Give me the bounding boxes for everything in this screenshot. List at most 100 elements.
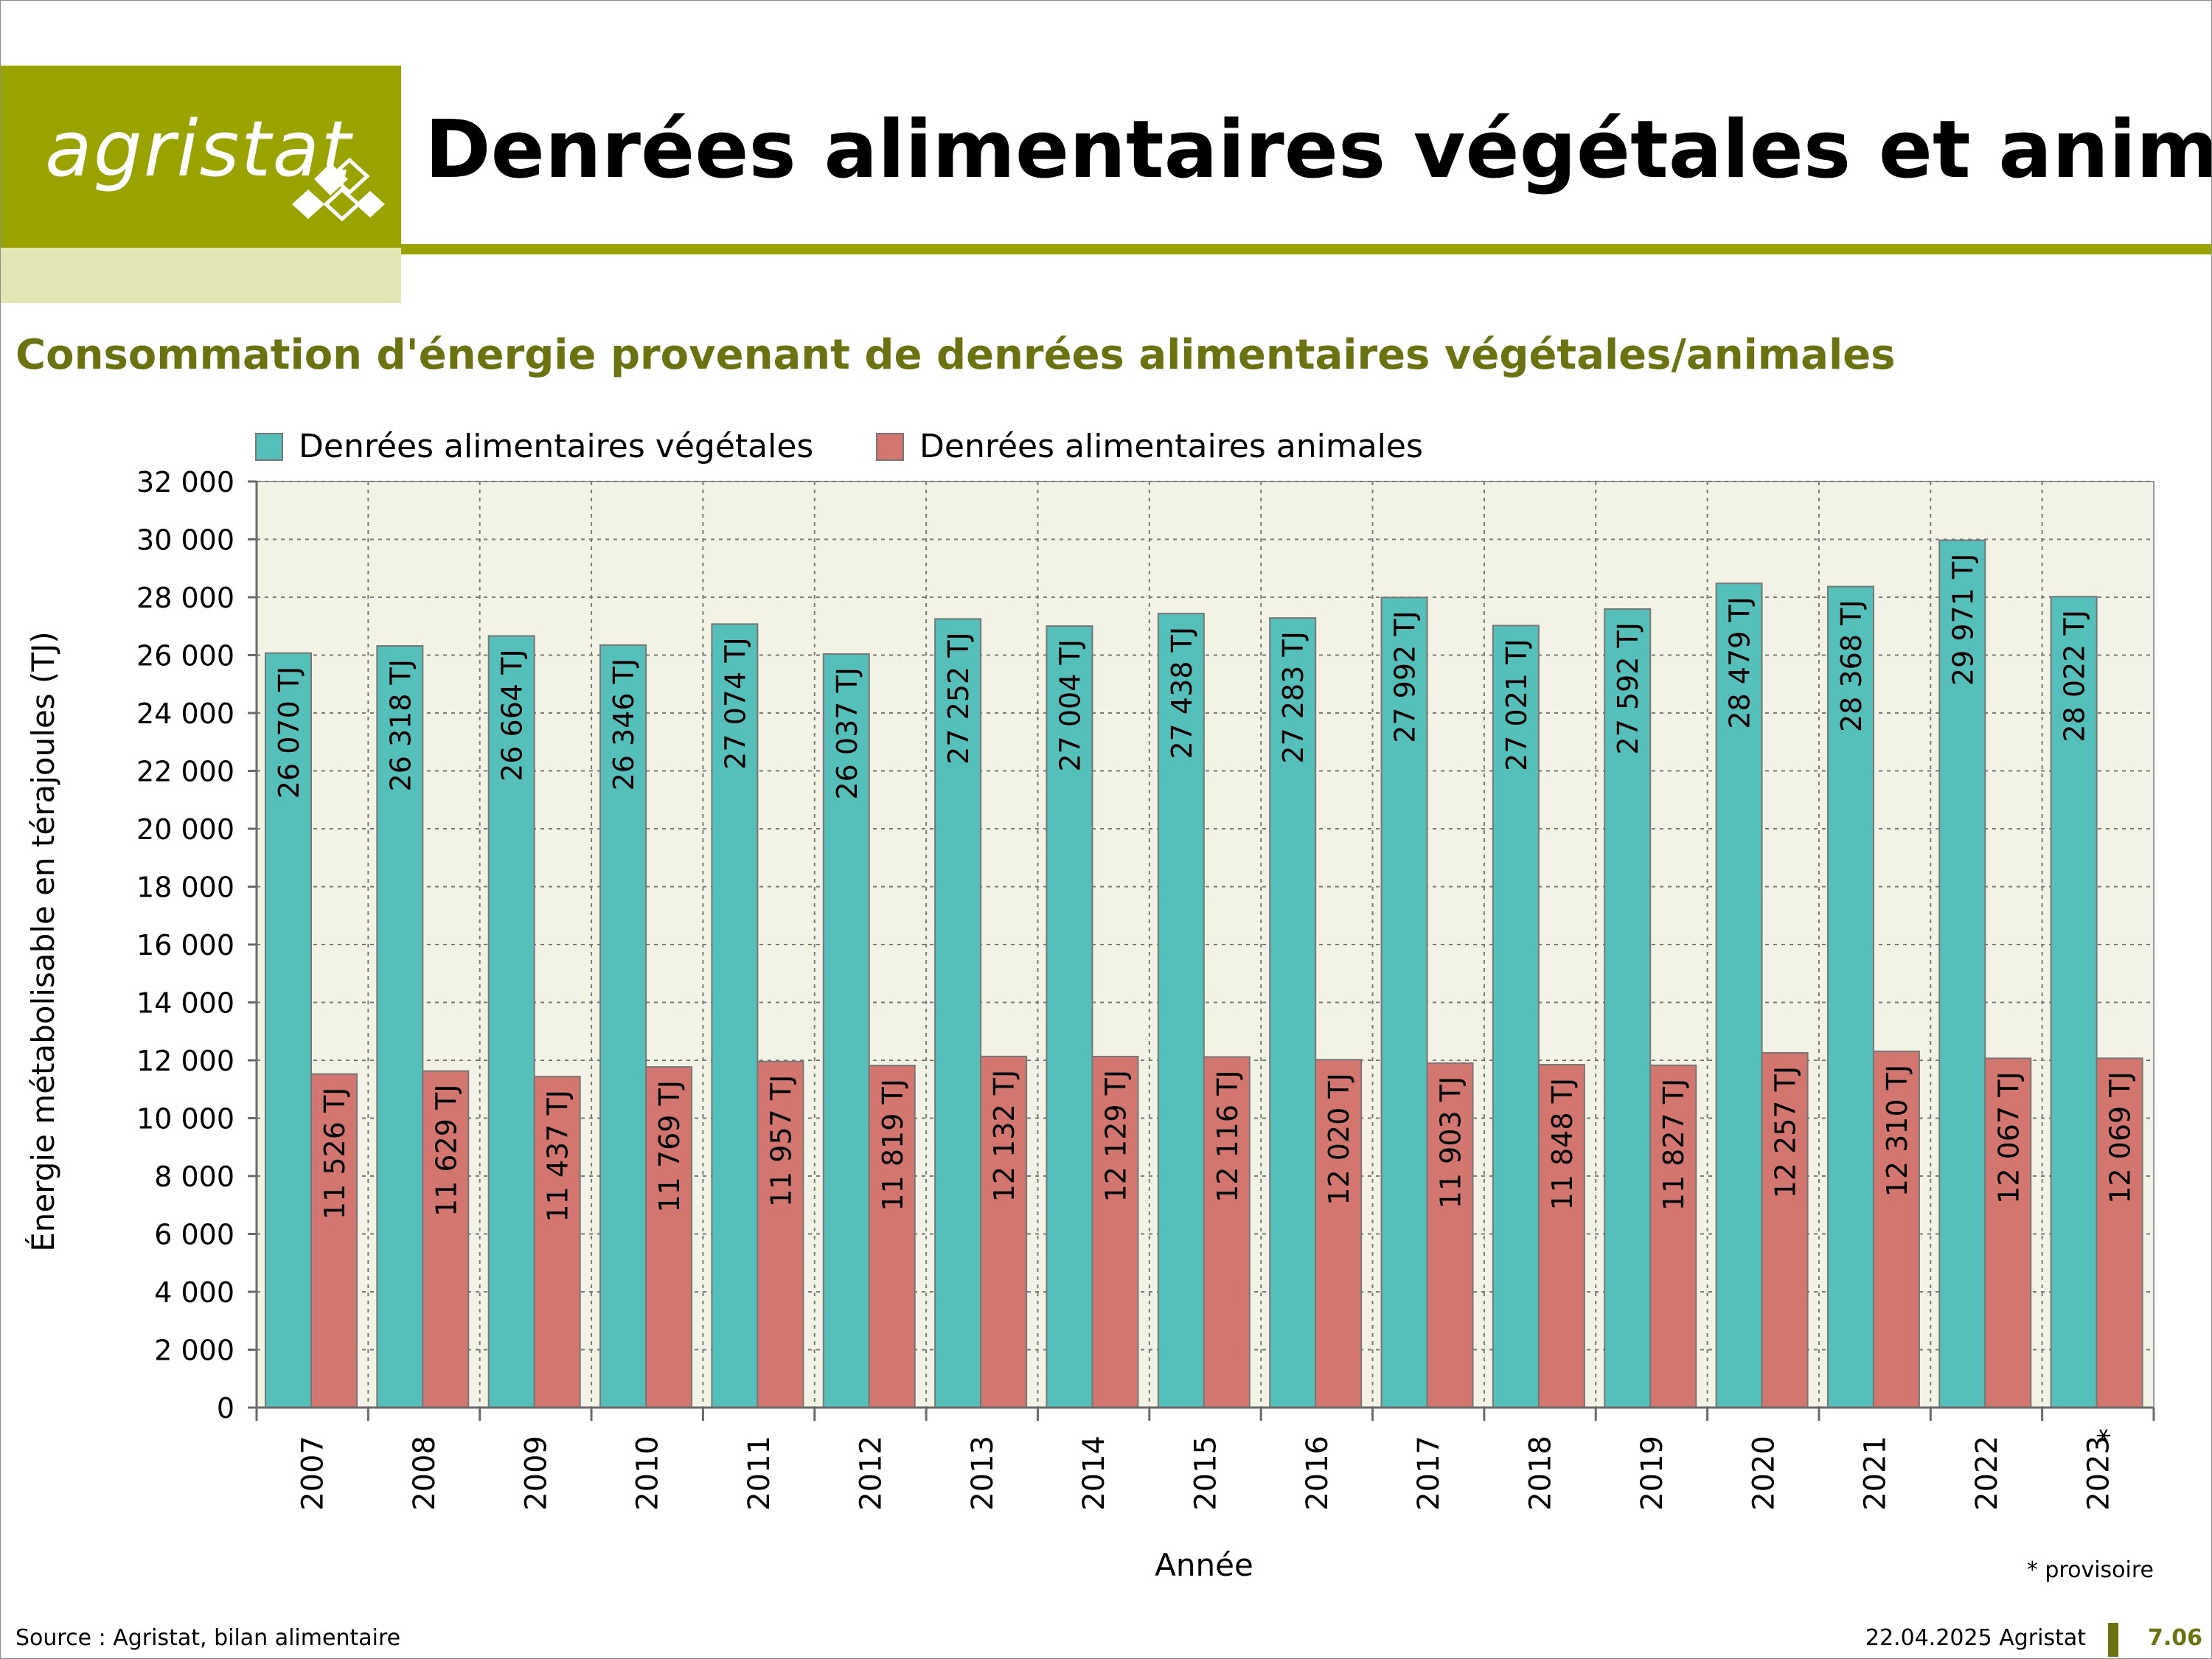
y-tick-label: 30 000 bbox=[136, 524, 234, 557]
data-label: 27 438 TJ bbox=[1166, 627, 1198, 759]
bar-vegetal bbox=[1715, 582, 1763, 1409]
y-tick-label: 8 000 bbox=[154, 1161, 234, 1193]
chart-axes bbox=[248, 480, 2155, 1421]
data-label: 11 903 TJ bbox=[1435, 1077, 1467, 1208]
x-tick-label: 2016 bbox=[1301, 1436, 1335, 1511]
y-tick-label: 4 000 bbox=[154, 1276, 234, 1309]
data-label: 11 526 TJ bbox=[319, 1088, 351, 1220]
data-label: 27 004 TJ bbox=[1054, 639, 1086, 771]
y-tick-label: 24 000 bbox=[136, 698, 234, 730]
provisional-note: * provisoire bbox=[2027, 1557, 2154, 1583]
y-tick-label: 26 000 bbox=[136, 640, 234, 672]
data-label: 12 069 TJ bbox=[2104, 1071, 2137, 1203]
x-tick-label: 2022 bbox=[1970, 1436, 2004, 1511]
x-tick-label: 2009 bbox=[519, 1436, 553, 1511]
chart-subtitle: Consommation d'énergie provenant de denr… bbox=[15, 331, 1896, 379]
bar-animal bbox=[2096, 1057, 2143, 1408]
page-number: 7.06 bbox=[2148, 1625, 2203, 1651]
chart-legend: Denrées alimentaires végétales Denrées al… bbox=[255, 428, 1423, 465]
bar-animal bbox=[1761, 1051, 1809, 1408]
bar-chart: Denrées alimentaires végétales Denrées al… bbox=[24, 428, 2155, 1583]
x-tick-label: 2007 bbox=[296, 1436, 330, 1511]
x-tick-labels: 2007 2008 2009 2010 2011 2012 2013 2014 2015 2016… bbox=[296, 1428, 2126, 1511]
bar-vegetal bbox=[1604, 608, 1652, 1408]
data-label: 27 252 TJ bbox=[942, 632, 975, 764]
legend-label: Denrées alimentaires végétales bbox=[299, 428, 813, 465]
x-tick-label: 2008 bbox=[408, 1436, 442, 1511]
agristat-logo-text: agristat bbox=[45, 104, 352, 194]
y-tick-label: 28 000 bbox=[136, 582, 234, 614]
bar-vegetal bbox=[711, 623, 759, 1409]
y-tick-label: 14 000 bbox=[136, 987, 234, 1020]
logo-accent-strip bbox=[1, 248, 401, 303]
data-label: 11 769 TJ bbox=[653, 1080, 686, 1212]
data-label: 26 346 TJ bbox=[608, 658, 640, 790]
y-tick-label: 32 000 bbox=[136, 466, 234, 498]
bar-animal bbox=[422, 1070, 470, 1409]
data-label: 12 132 TJ bbox=[988, 1070, 1020, 1202]
data-label: 11 848 TJ bbox=[1546, 1078, 1579, 1210]
data-label: 28 022 TJ bbox=[2059, 610, 2091, 742]
bar-animal bbox=[645, 1066, 693, 1409]
bar-animal bbox=[1426, 1062, 1474, 1408]
x-tick-label: 2020 bbox=[1747, 1436, 1781, 1511]
x-tick-label: 2014 bbox=[1077, 1436, 1111, 1511]
x-tick-label: 2018 bbox=[1524, 1436, 1558, 1511]
data-label: 28 479 TJ bbox=[1724, 597, 1756, 728]
legend-label: Denrées alimentaires animales bbox=[919, 428, 1423, 465]
data-label: 26 664 TJ bbox=[496, 649, 529, 781]
data-label: 11 957 TJ bbox=[765, 1075, 797, 1207]
bar-vegetal bbox=[1826, 585, 1874, 1408]
y-tick-label: 6 000 bbox=[154, 1219, 234, 1251]
bar-animal bbox=[310, 1073, 358, 1408]
data-label: 26 070 TJ bbox=[273, 667, 305, 799]
y-tick-label: 16 000 bbox=[136, 929, 234, 961]
footer-date: 22.04.2025 Agristat bbox=[1865, 1625, 2086, 1651]
bar-animal bbox=[868, 1065, 916, 1408]
data-label: 28 368 TJ bbox=[1835, 600, 1868, 732]
data-label: 12 310 TJ bbox=[1881, 1065, 1913, 1197]
bar-animal bbox=[1537, 1063, 1585, 1408]
logo-block bbox=[1, 66, 401, 248]
y-tick-label: 0 bbox=[217, 1392, 234, 1425]
data-label: 29 971 TJ bbox=[1947, 554, 1979, 686]
bar-vegetal bbox=[1938, 539, 1986, 1408]
data-label: 11 629 TJ bbox=[430, 1085, 462, 1217]
footer-source: Source : Agristat, bilan alimentaire bbox=[15, 1625, 401, 1651]
x-axis-label: Année bbox=[1155, 1547, 1253, 1583]
bar-vegetal bbox=[599, 644, 647, 1408]
x-tick-label: 2011 bbox=[742, 1436, 776, 1511]
x-tick-label: 2015 bbox=[1189, 1436, 1223, 1511]
bar-vegetal bbox=[487, 635, 535, 1408]
data-label: 11 819 TJ bbox=[877, 1079, 909, 1211]
bar-animal bbox=[533, 1076, 581, 1409]
chart-bars bbox=[265, 539, 2143, 1409]
chart-data-labels: 26 070 TJ 26 318 TJ 26 664 TJ 26 346 TJ 27 0… bbox=[273, 554, 2137, 1222]
x-tick-label: 2010 bbox=[631, 1436, 665, 1511]
bar-vegetal bbox=[1492, 625, 1540, 1408]
bar-vegetal bbox=[1046, 625, 1093, 1408]
page-title: Denrées alimentaires végétales et animal… bbox=[425, 104, 2212, 196]
header-rule bbox=[401, 244, 2211, 254]
bar-animal bbox=[1872, 1050, 1920, 1409]
y-tick-label: 20 000 bbox=[136, 813, 234, 846]
data-label: 26 318 TJ bbox=[384, 659, 417, 791]
x-tick-label: 2023 bbox=[2081, 1436, 2115, 1511]
bar-vegetal bbox=[934, 618, 982, 1408]
data-label: 11 437 TJ bbox=[542, 1090, 574, 1222]
x-tick-mark: * bbox=[2092, 1428, 2126, 1443]
data-label: 11 827 TJ bbox=[1658, 1079, 1690, 1211]
legend-swatch bbox=[255, 433, 283, 461]
x-tick-label: 2019 bbox=[1635, 1436, 1669, 1511]
data-label: 27 283 TJ bbox=[1277, 631, 1310, 763]
data-label: 12 129 TJ bbox=[1099, 1070, 1132, 1202]
data-label: 26 037 TJ bbox=[831, 667, 863, 799]
data-label: 12 257 TJ bbox=[1770, 1066, 1802, 1198]
y-tick-label: 2 000 bbox=[154, 1335, 234, 1367]
y-tick-label: 18 000 bbox=[136, 872, 234, 904]
y-tick-labels: 0 2 000 4 000 6 000 8 000 10 000 12 000 14 000 1… bbox=[136, 466, 234, 1425]
data-label: 27 592 TJ bbox=[1612, 622, 1644, 754]
y-tick-label: 12 000 bbox=[136, 1045, 234, 1077]
data-label: 12 020 TJ bbox=[1323, 1073, 1355, 1205]
chart-grid bbox=[257, 481, 2154, 1408]
